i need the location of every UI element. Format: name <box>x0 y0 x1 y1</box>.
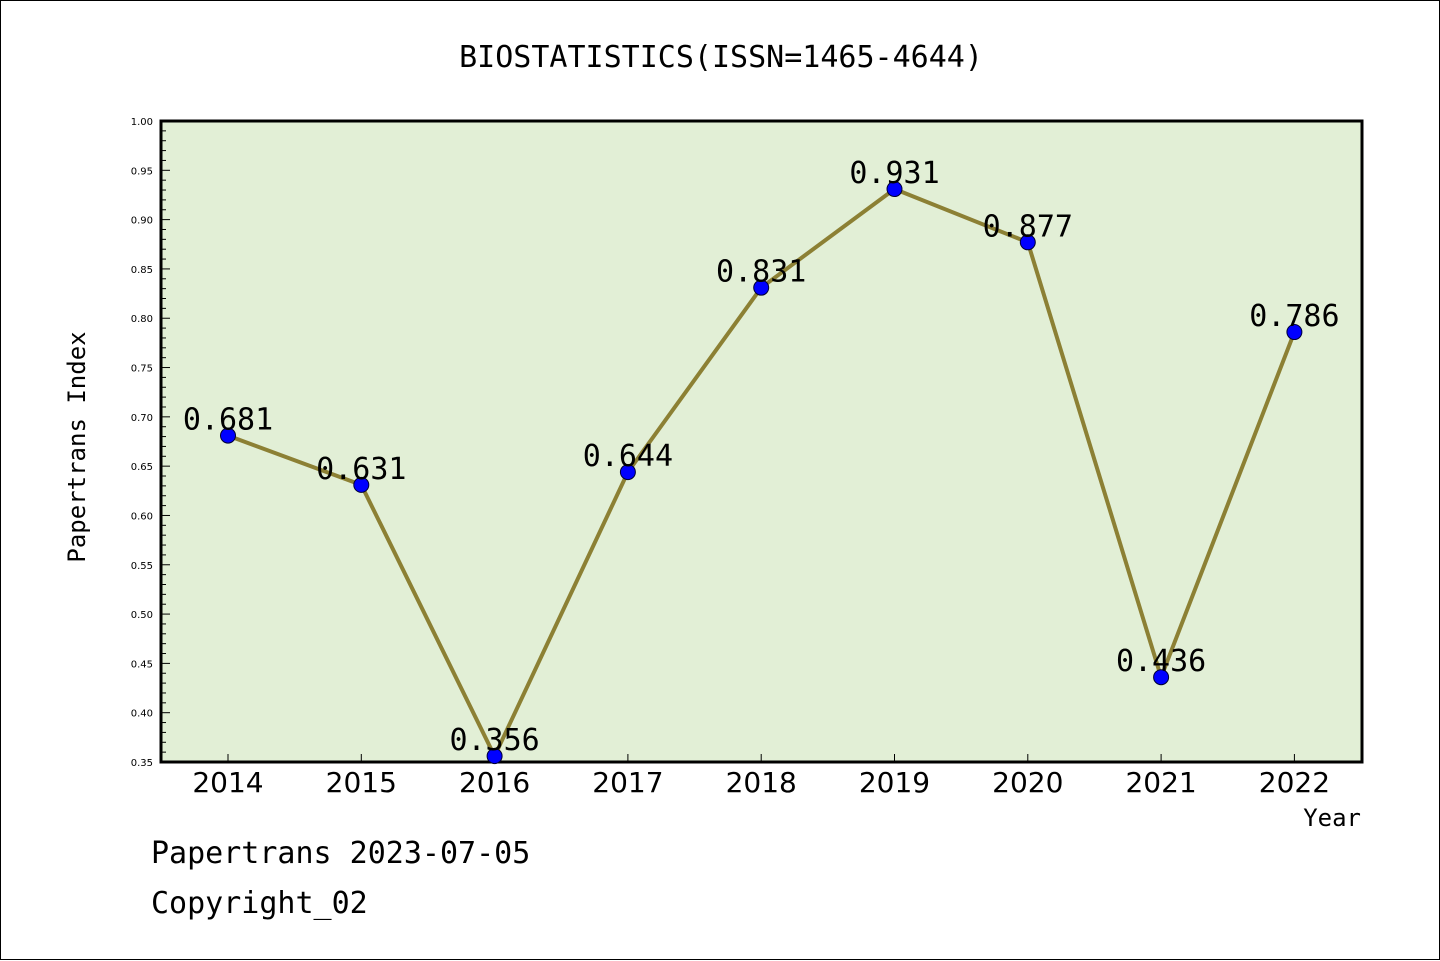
data-point <box>220 427 236 444</box>
y-tick-label: 0.85 <box>131 265 153 276</box>
data-label: 0.831 <box>716 255 806 290</box>
x-axis-label: Year <box>1303 804 1361 832</box>
x-tick-label: 2020 <box>992 766 1063 799</box>
data-point <box>1019 234 1036 251</box>
x-tick-label: 2015 <box>326 766 397 799</box>
footer-copyright: Copyright_02 <box>151 886 368 921</box>
data-point <box>1153 669 1170 686</box>
series-layer: 0.681 0.631 0.356 0.644 0.831 0.931 0.877 0.436… <box>183 156 1340 765</box>
data-point <box>1286 324 1303 341</box>
y-tick-label: 0.90 <box>131 216 153 227</box>
y-tick-label: 0.50 <box>131 610 153 621</box>
y-axis-label: Papertrans Index <box>63 331 91 562</box>
y-tick-label: 0.70 <box>131 413 153 424</box>
data-label: 0.631 <box>316 452 406 487</box>
y-tick-label: 0.35 <box>131 758 153 769</box>
data-label: 0.436 <box>1116 644 1206 679</box>
x-tick-label: 2017 <box>592 766 663 799</box>
data-point <box>619 464 636 481</box>
x-tick-label: 2018 <box>726 766 797 799</box>
x-tick-label: 2022 <box>1259 766 1330 799</box>
x-tick-label: 2019 <box>859 766 930 799</box>
y-axis: 0.35 0.40 0.45 0.50 0.55 0.60 0.65 0.70 0.75 0.80… <box>131 117 170 769</box>
y-tick-label: 0.75 <box>131 364 153 375</box>
data-label: 0.681 <box>183 403 273 438</box>
data-label: 0.644 <box>583 439 673 474</box>
data-point <box>486 748 503 765</box>
y-tick-label: 0.95 <box>131 166 153 177</box>
y-tick-label: 0.60 <box>131 511 153 522</box>
data-label: 0.931 <box>849 156 939 191</box>
x-tick-label: 2016 <box>459 766 530 799</box>
footer-date: Papertrans 2023-07-05 <box>151 836 531 871</box>
y-tick-label: 1.00 <box>131 117 153 128</box>
x-tick-label: 2021 <box>1125 766 1196 799</box>
y-tick-label: 0.45 <box>131 659 153 670</box>
x-tick-label: 2014 <box>192 766 263 799</box>
data-point <box>753 279 770 296</box>
chart-title: BIOSTATISTICS(ISSN=1465-4644) <box>459 40 983 75</box>
x-axis: 2014 2015 2016 2017 2018 2019 2020 2021 2022 <box>192 754 1330 799</box>
y-tick-label: 0.65 <box>131 462 153 473</box>
data-point <box>353 476 370 493</box>
y-tick-label: 0.55 <box>131 561 153 572</box>
data-point <box>886 181 903 198</box>
data-label: 0.356 <box>449 723 539 758</box>
plot-area <box>159 119 1364 764</box>
data-label: 0.877 <box>983 209 1073 244</box>
data-label: 0.786 <box>1249 299 1339 334</box>
y-tick-label: 0.40 <box>131 709 153 720</box>
y-tick-label: 0.80 <box>131 314 153 325</box>
